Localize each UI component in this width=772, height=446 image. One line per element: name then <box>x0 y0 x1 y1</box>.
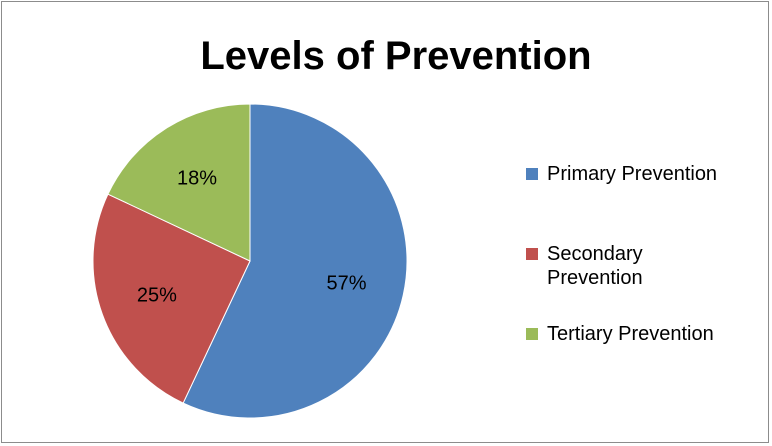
pie-slice-secondary-prevention <box>92 193 251 404</box>
chart-title: Levels of Prevention <box>200 34 592 78</box>
legend-label-tertiary: Tertiary Prevention <box>547 323 714 345</box>
legend-label-secondary: Secondary Prevention <box>547 243 643 289</box>
legend-swatch-primary <box>526 168 538 180</box>
legend-swatch-secondary <box>526 248 538 260</box>
data-label-primary-prevention: 57% <box>326 273 366 295</box>
data-label-secondary-prevention: 25% <box>137 285 177 307</box>
legend-swatch-tertiary <box>526 328 538 340</box>
data-label-tertiary-prevention: 18% <box>177 168 217 190</box>
pie-slice-primary-prevention <box>182 103 408 419</box>
legend-label-primary: Primary Prevention <box>547 163 718 185</box>
pie-slice-tertiary-prevention <box>107 103 251 262</box>
